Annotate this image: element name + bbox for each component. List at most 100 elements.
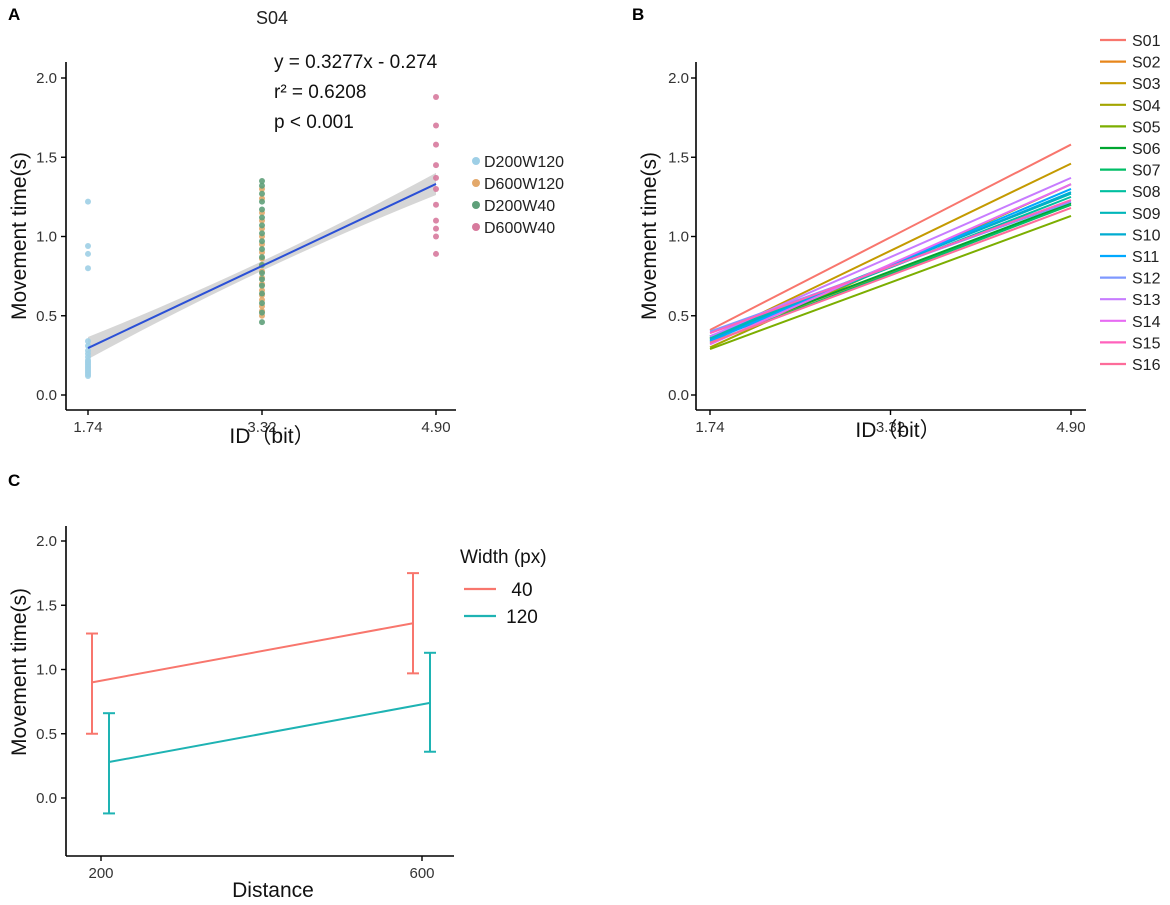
panel-a-point-d200w40 [259, 246, 265, 253]
panel-a-point-d200w40 [259, 206, 265, 213]
panel-b-legend-label-s02: S02 [1132, 55, 1161, 72]
panel-a-point-d200w40 [259, 214, 265, 221]
panel-a-legend-key-d600w40 [472, 223, 480, 231]
panel-c-line-width-120 [108, 701, 431, 764]
panel-a-y-tick-label: 2.0 [36, 70, 57, 87]
panel-a-point-d200w40 [259, 182, 265, 189]
panel-a-point-d200w40 [259, 198, 265, 205]
panel-a-point-d600w40 [433, 174, 439, 181]
panel-c-legend-label-120: 120 [506, 607, 538, 628]
panel-a-legend-key-d200w40 [472, 201, 480, 209]
panel-b-y-tick-label: 1.5 [668, 149, 689, 166]
panel-a-title: S04 [256, 8, 288, 28]
panel-a-point-d200w40 [259, 238, 265, 245]
panel-b-legend-label-s11: S11 [1132, 249, 1159, 266]
panel-a-point-d200w120 [85, 198, 91, 205]
panel-a-regression-line [87, 183, 437, 349]
panel-b-legend-label-s09: S09 [1132, 206, 1161, 223]
panel-a-point-d600w40 [433, 162, 439, 169]
panel-a-y-tick-label: 0.5 [36, 308, 57, 325]
panel-a-point-d600w40 [433, 250, 439, 257]
panel-a-point-d200w40 [259, 276, 265, 283]
panel-a-p-value: p < 0.001 [274, 112, 354, 133]
panel-a-point-d200w120 [85, 250, 91, 257]
panel-b-line-s05 [709, 214, 1072, 350]
panel-a-point-d600w40 [433, 233, 439, 240]
panel-b-x-tick-label: 4.90 [1056, 419, 1085, 436]
panel-a-point-d600w40 [433, 141, 439, 148]
panel-a-legend-label-d200w40: D200W40 [484, 198, 555, 215]
panel-a-point-d200w40 [259, 269, 265, 276]
panel-a-point-d200w40 [259, 190, 265, 197]
panel-b-legend-label-s04: S04 [1132, 98, 1161, 115]
panel-a-legend-label-d600w40: D600W40 [484, 220, 555, 237]
panel-b-line-s16 [709, 207, 1072, 344]
panel-c-interaction: 0.00.51.01.52.0 200 600 Movement time(s) … [8, 526, 547, 902]
panel-c-legend-label-40: 40 [511, 580, 532, 601]
panel-b-y-tick-label: 1.0 [668, 229, 689, 246]
panel-c-y-ticks: 0.0 0.5 1.0 1.5 2.0 [36, 533, 66, 807]
panel-b-x-ticks: 1.74 3.32 4.90 [695, 410, 1086, 436]
panel-a-y-tick-label: 1.0 [36, 229, 57, 246]
panel-a-legend-label-d200w120: D200W120 [484, 154, 564, 171]
panel-c-y-tick-label: 0.0 [36, 790, 57, 807]
panel-a-point-d200w40 [259, 290, 265, 297]
panel-b-legend-label-s06: S06 [1132, 141, 1161, 158]
panel-c-y-tick-label: 2.0 [36, 533, 57, 550]
panel-b-legend-label-s15: S15 [1132, 335, 1161, 352]
panel-b-legend: S01 S02 S03 S04 S05 S06 S07 S08 S09 S10 S11 S12 S13 S… [1100, 33, 1161, 374]
panel-b-legend-label-s13: S13 [1132, 292, 1161, 309]
panel-b-legend-label-s10: S10 [1132, 227, 1161, 244]
panel-b-series-lines [709, 143, 1072, 350]
panel-b-x-tick-label: 1.74 [695, 419, 724, 436]
panel-letter-a: A [8, 5, 20, 24]
panel-a-y-ticks: 0.0 0.5 1.0 1.5 2.0 [36, 70, 66, 404]
panel-b-line-s01 [709, 143, 1072, 331]
panel-b-x-tick-label: 3.32 [876, 419, 905, 436]
panel-a-x-ticks: 1.74 3.32 4.90 [73, 410, 451, 436]
panel-a-y-label: Movement time(s) [8, 152, 31, 320]
panel-a-point-d200w40 [259, 178, 265, 185]
panel-a-y-tick-label: 0.0 [36, 387, 57, 404]
panel-b-legend-label-s05: S05 [1132, 119, 1161, 136]
panel-b-y-ticks: 0.0 0.5 1.0 1.5 2.0 [668, 70, 696, 404]
panel-a-point-d600w40 [433, 122, 439, 129]
panel-a-points [85, 94, 439, 379]
panel-b-legend-label-s07: S07 [1132, 163, 1161, 180]
panel-b-legend-label-s08: S08 [1132, 184, 1161, 201]
panel-b-legend-label-s16: S16 [1132, 357, 1161, 374]
panel-letter-c: C [8, 471, 20, 490]
panel-a-point-d200w120 [85, 243, 91, 250]
panel-a-point-d200w120 [85, 347, 91, 354]
panel-b-legend-label-s14: S14 [1132, 314, 1161, 331]
panel-a-point-d200w40 [259, 282, 265, 289]
panel-a-point-d600w40 [433, 94, 439, 101]
panel-b-y-label: Movement time(s) [638, 152, 661, 320]
panel-a-r-squared: r² = 0.6208 [274, 82, 366, 103]
panel-b-legend-label-s12: S12 [1132, 271, 1161, 288]
panel-a-legend-label-d600w120: D600W120 [484, 176, 564, 193]
panel-c-x-label: Distance [232, 879, 314, 902]
panel-letter-b: B [632, 5, 644, 24]
panel-b-x-label: ID（bit） [855, 419, 940, 442]
panel-b-line-s14 [709, 183, 1072, 346]
panel-b-lines: 0.0 0.5 1.0 1.5 2.0 1.74 3.32 4.90 Movement ti… [638, 33, 1161, 442]
panel-a-point-d200w40 [259, 300, 265, 307]
panel-a-point-d600w40 [433, 225, 439, 232]
panel-a-point-d600w40 [433, 185, 439, 192]
panel-a-y-tick-label: 1.5 [36, 149, 57, 166]
panel-a-legend-key-d200w120 [472, 157, 480, 165]
panel-a-point-d200w40 [259, 319, 265, 326]
panel-a-fit-line [87, 183, 437, 349]
panel-a-point-d600w40 [433, 201, 439, 208]
panel-c-legend-title: Width (px) [460, 547, 547, 568]
panel-a-point-d200w120 [85, 338, 91, 345]
panel-a-point-d600w40 [433, 217, 439, 224]
panel-c-series [86, 572, 436, 815]
panel-a-equation: y = 0.3277x - 0.274 [274, 52, 438, 73]
panel-b-legend-label-s01: S01 [1132, 33, 1161, 50]
panel-c-y-tick-label: 1.5 [36, 597, 57, 614]
panel-a-point-d200w120 [85, 265, 91, 272]
